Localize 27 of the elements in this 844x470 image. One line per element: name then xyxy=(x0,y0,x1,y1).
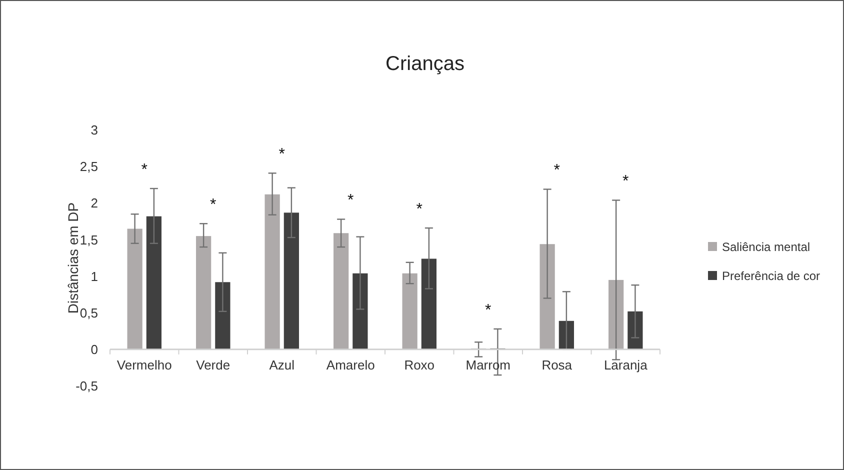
legend-label: Preferência de cor xyxy=(722,269,820,284)
y-tick-label: 1,5 xyxy=(80,232,98,248)
chart-title: Crianças xyxy=(386,53,464,75)
x-tick-label: Roxo xyxy=(404,357,435,372)
annotation: * xyxy=(141,162,148,179)
x-tick-label: Rosa xyxy=(542,357,573,372)
y-tick-label: 2 xyxy=(90,196,98,211)
y-axis-title: Distâncias em DP xyxy=(65,202,81,314)
legend-label: Saliência mental xyxy=(722,240,810,254)
annotation: * xyxy=(210,196,216,214)
y-tick-label: 0 xyxy=(90,342,98,357)
x-tick-label: Amarelo xyxy=(326,357,375,372)
annotation: * xyxy=(622,173,629,190)
annotation: * xyxy=(416,201,422,218)
y-tick-label: 2,5 xyxy=(80,159,98,174)
x-tick-label: Laranja xyxy=(604,357,648,372)
annotation: * xyxy=(348,192,354,210)
y-tick-label: 0,5 xyxy=(80,305,98,320)
annotation: * xyxy=(485,302,492,319)
y-tick-label: 3 xyxy=(90,122,98,138)
x-tick-label: Azul xyxy=(269,357,295,372)
y-tick-label: -0,5 xyxy=(76,378,98,394)
annotation: * xyxy=(278,146,285,164)
x-tick-label: Vermelho xyxy=(116,357,172,372)
y-tick-label: 1 xyxy=(90,268,98,284)
annotation: * xyxy=(554,162,560,180)
x-tick-label: Verde xyxy=(196,357,230,372)
